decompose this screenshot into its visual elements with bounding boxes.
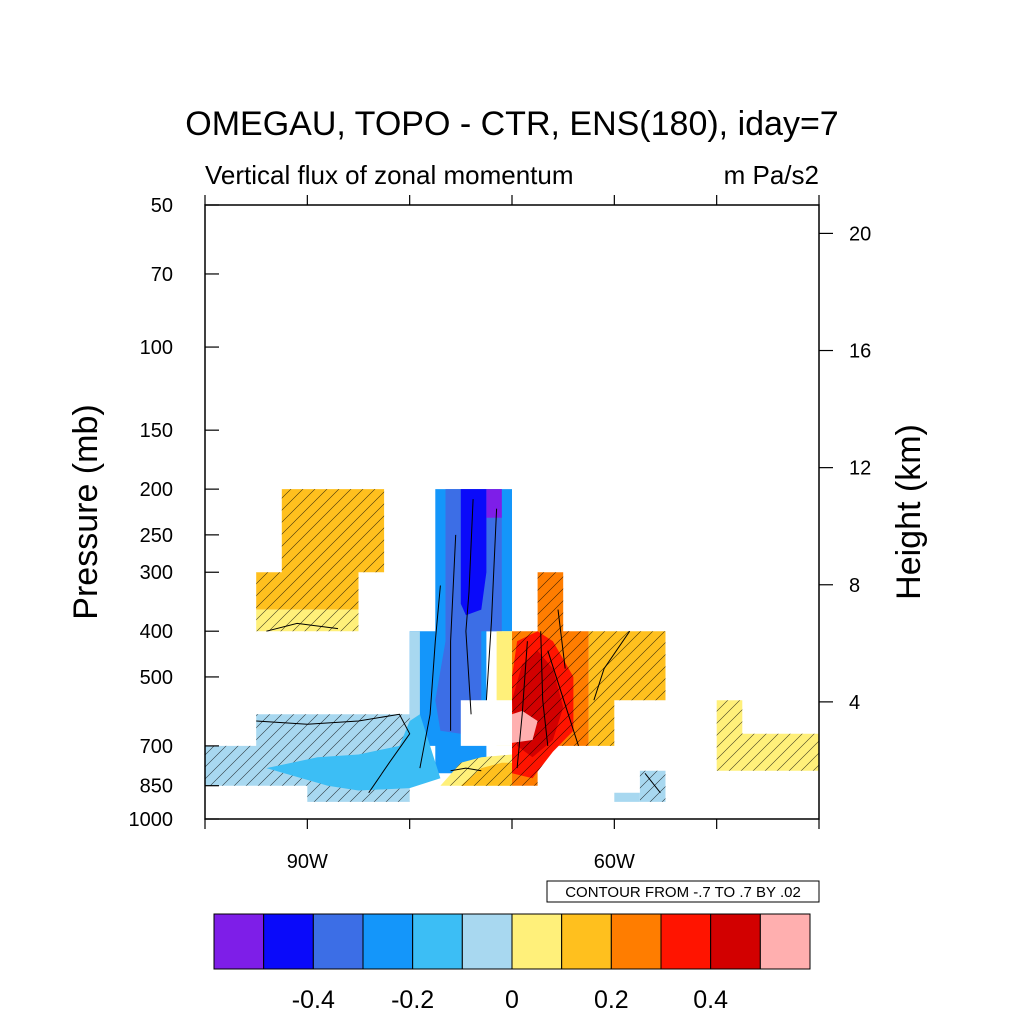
colorbar-box-8 — [610, 913, 662, 970]
plot-area — [205, 489, 819, 802]
colorbar-box-11 — [759, 913, 811, 970]
colorbar-label: 0 — [505, 986, 519, 1014]
colorbar-box-3 — [362, 913, 414, 970]
contour-lines — [256, 499, 661, 794]
contour-line-2 — [419, 585, 441, 769]
y-tick-label-left: 500 — [140, 667, 173, 689]
y-tick-label-left: 100 — [140, 337, 173, 359]
colorbar-label: -0.2 — [391, 986, 434, 1014]
y-tick-label-left: 150 — [140, 420, 173, 442]
y-tick-label-left: 400 — [140, 621, 173, 643]
x-tick-label: 90W — [287, 851, 328, 873]
upper-orange-block-hatch — [256, 489, 385, 610]
mid-right-orange-hatch — [588, 631, 666, 746]
y-tick-label-left: 1000 — [129, 809, 174, 831]
colorbar-box-7 — [561, 913, 612, 970]
y-tick-label-left: 200 — [140, 479, 173, 501]
contour-line-11 — [644, 772, 661, 794]
contour-line-3 — [450, 534, 457, 731]
colorbar-box-2 — [312, 913, 364, 970]
colorbar-box-9 — [660, 913, 712, 970]
y-tick-label-right: 8 — [849, 575, 860, 597]
y-tick-label-left: 850 — [140, 776, 173, 798]
y-tick-label-right: 20 — [849, 223, 871, 245]
y-tick-label-right: 12 — [849, 458, 871, 480]
upper-yellow-strip-hatch — [256, 609, 359, 632]
y-tick-label-left: 50 — [151, 195, 173, 217]
colorbar-box-10 — [710, 913, 761, 970]
y-tick-label-right: 4 — [849, 692, 860, 714]
colorbar-box-5 — [461, 913, 513, 970]
y-axis-label-right: Height (km) — [890, 424, 928, 600]
axes: 50 70 100 150 200 250 300 400 500 700 850 1000 20 16 1… — [129, 195, 871, 873]
contour-line-7 — [540, 631, 549, 746]
blue-column-core — [460, 489, 487, 616]
contour-info-box: CONTOUR FROM -.7 TO .7 BY .02 — [546, 880, 820, 903]
y-tick-label-left: 70 — [151, 264, 173, 286]
chart-title: OMEGAU, TOPO - CTR, ENS(180), iday=7 — [185, 105, 838, 143]
red-mass-pink — [512, 710, 538, 743]
y-tick-label-left: 250 — [140, 525, 173, 547]
contour-line-1 — [266, 622, 339, 632]
contour-line-5 — [485, 508, 498, 701]
colorbar-label: -0.4 — [292, 986, 335, 1014]
colorbar-label: 0.2 — [594, 986, 629, 1014]
contour-line-12 — [450, 767, 482, 772]
contour-line-6 — [516, 641, 528, 769]
colorbar-box-1 — [263, 913, 314, 970]
contour-line-9 — [557, 609, 566, 669]
chart-subtitle-left: Vertical flux of zonal momentum — [205, 160, 574, 190]
colorbar-label: 0.4 — [693, 986, 728, 1014]
y-axis-label-left: Pressure (mb) — [67, 404, 105, 619]
y-tick-label-left: 300 — [140, 562, 173, 584]
x-tick-label: 60W — [594, 851, 635, 873]
purple-top-cell — [486, 489, 502, 518]
surface-orange-hatch — [460, 762, 512, 786]
colorbar-box-0 — [213, 913, 265, 970]
lower-left-blue-tongue — [266, 714, 441, 791]
colorbar-box-4 — [412, 913, 463, 970]
colorbar-box-6 — [511, 913, 563, 970]
lower-right-light-blue-b — [614, 792, 640, 802]
chart-subtitle-right: m Pa/s2 — [724, 160, 819, 190]
y-tick-label-right: 16 — [849, 341, 871, 363]
contour-line-8 — [547, 650, 579, 747]
far-right-yellow-hatch — [716, 700, 819, 771]
red-mass-white-hole — [460, 700, 512, 746]
y-tick-label-left: 700 — [140, 736, 173, 758]
contour-line-0 — [256, 713, 411, 794]
contour-line-10 — [593, 630, 631, 701]
lower-right-light-blue-a-hatch — [639, 770, 666, 802]
colorbar: -0.4 -0.2 0 0.2 0.4 — [213, 913, 811, 1014]
contour-info-text: CONTOUR FROM -.7 TO .7 BY .02 — [565, 884, 801, 901]
contour-line-4 — [465, 499, 474, 715]
